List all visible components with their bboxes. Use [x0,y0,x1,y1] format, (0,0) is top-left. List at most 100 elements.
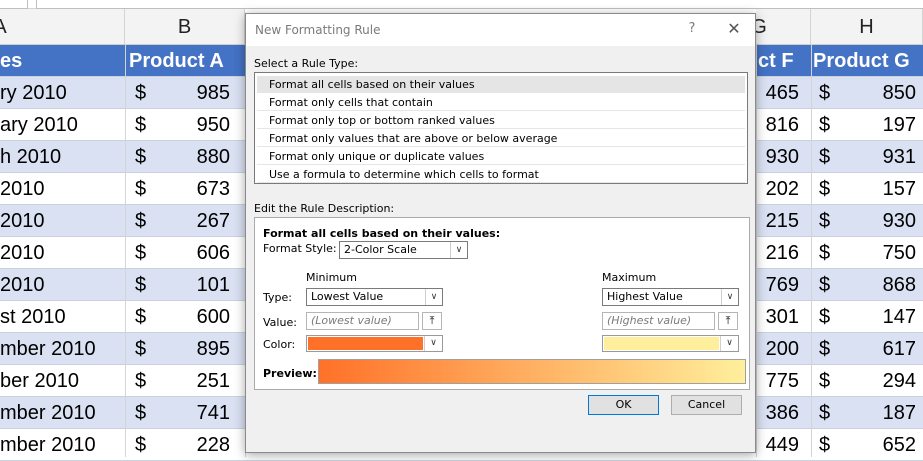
cell-month[interactable]: ry 2010 [0,82,67,104]
cell-currency[interactable]: $ [135,146,147,168]
close-icon[interactable]: ✕ [727,19,741,38]
column-header-b[interactable]: B [125,9,245,45]
cell-product-g[interactable]: 197 [882,114,916,136]
cell-currency[interactable]: $ [135,306,147,328]
cell-product-g[interactable]: 617 [882,338,916,360]
cell-currency[interactable]: $ [135,82,147,104]
cell-product-a[interactable]: 267 [196,210,230,232]
cell-month[interactable]: h 2010 [0,146,62,168]
column-header-a[interactable]: A [0,9,125,45]
rule-type-item[interactable]: Format only values that are above or bel… [257,130,745,147]
cell-product-a[interactable]: 895 [196,338,230,360]
cell-product-g[interactable]: 750 [882,242,916,264]
cell-product-f[interactable]: 930 [765,146,799,168]
cancel-button[interactable]: Cancel [671,395,742,415]
rule-type-list[interactable]: Format all cells based on their values F… [254,72,748,184]
cell-currency[interactable]: $ [135,434,147,456]
cell-currency[interactable]: $ [819,370,831,392]
cell-currency[interactable]: $ [135,178,147,200]
header-cell-g[interactable]: ct F [758,50,794,72]
min-value-input[interactable]: (Lowest value) [306,312,419,330]
rule-type-item[interactable]: Use a formula to determine which cells t… [257,166,745,183]
name-box-fragment[interactable] [0,0,28,9]
header-cell-a[interactable]: es [0,50,23,72]
cell-month[interactable]: 2010 [0,178,45,200]
column-header-g[interactable]: G [751,9,811,45]
cell-currency[interactable]: $ [819,402,831,424]
max-color-picker[interactable]: ∨ [602,335,739,352]
cell-month[interactable]: ary 2010 [0,114,78,136]
cell-currency[interactable]: $ [819,82,831,104]
cell-currency[interactable]: $ [135,370,147,392]
cell-product-f[interactable]: 202 [765,178,799,200]
cell-product-a[interactable]: 880 [196,146,230,168]
header-cell-h[interactable]: Product G [813,50,910,72]
cell-currency[interactable]: $ [135,242,147,264]
cell-currency[interactable]: $ [819,306,831,328]
rule-type-item[interactable]: Format only unique or duplicate values [257,148,745,165]
cell-currency[interactable]: $ [819,274,831,296]
max-value-input[interactable]: (Highest value) [602,312,715,330]
cell-product-a[interactable]: 251 [196,370,230,392]
cell-product-f[interactable]: 200 [765,338,799,360]
cell-month[interactable]: mber 2010 [0,434,96,456]
cell-product-f[interactable]: 449 [765,434,799,456]
chevron-down-icon[interactable]: ∨ [424,336,442,351]
cell-product-a[interactable]: 101 [196,274,230,296]
cell-product-g[interactable]: 157 [882,178,916,200]
cell-currency[interactable]: $ [819,114,831,136]
cell-product-g[interactable]: 931 [882,146,916,168]
cell-product-a[interactable]: 950 [196,114,230,136]
chevron-down-icon[interactable]: ∨ [720,336,738,351]
cell-currency[interactable]: $ [819,146,831,168]
cell-product-a[interactable]: 985 [196,82,230,104]
cell-currency[interactable]: $ [135,114,147,136]
cell-currency[interactable]: $ [819,210,831,232]
cell-product-f[interactable]: 386 [765,402,799,424]
cell-product-f[interactable]: 215 [765,210,799,232]
cell-currency[interactable]: $ [819,178,831,200]
range-selector-icon[interactable]: ⤒ [422,312,442,330]
rule-type-item[interactable]: Format all cells based on their values [257,76,745,93]
cell-month[interactable]: 2010 [0,274,45,296]
cell-product-g[interactable]: 294 [882,370,916,392]
cell-currency[interactable]: $ [135,210,147,232]
help-icon[interactable]: ? [688,21,696,36]
cell-month[interactable]: mber 2010 [0,402,96,424]
cell-month[interactable]: 2010 [0,210,45,232]
range-selector-icon[interactable]: ⤒ [718,312,738,330]
cell-currency[interactable]: $ [819,242,831,264]
cell-product-f[interactable]: 769 [765,274,799,296]
cell-product-a[interactable]: 673 [196,178,230,200]
cell-product-a[interactable]: 741 [196,402,230,424]
cell-month[interactable]: ber 2010 [0,370,79,392]
cell-month[interactable]: mber 2010 [0,338,96,360]
format-style-select[interactable]: 2-Color Scale ∨ [339,241,468,259]
cell-month[interactable]: 2010 [0,242,45,264]
chevron-down-icon[interactable]: ∨ [450,242,467,258]
cell-product-f[interactable]: 816 [765,114,799,136]
cell-currency[interactable]: $ [135,402,147,424]
cell-currency[interactable]: $ [135,338,147,360]
cell-product-a[interactable]: 228 [196,434,230,456]
cell-product-a[interactable]: 600 [196,306,230,328]
formula-bar[interactable] [36,0,923,9]
cell-product-f[interactable]: 465 [765,82,799,104]
chevron-down-icon[interactable]: ∨ [425,289,442,305]
cell-product-g[interactable]: 868 [882,274,916,296]
chevron-down-icon[interactable]: ∨ [721,289,738,305]
cell-product-g[interactable]: 652 [882,434,916,456]
ok-button[interactable]: OK [588,395,659,415]
cell-product-a[interactable]: 606 [196,242,230,264]
cell-product-g[interactable]: 930 [882,210,916,232]
cell-currency[interactable]: $ [819,338,831,360]
cell-product-f[interactable]: 775 [765,370,799,392]
cell-product-g[interactable]: 147 [882,306,916,328]
cell-product-g[interactable]: 187 [882,402,916,424]
rule-type-item[interactable]: Format only cells that contain [257,94,745,111]
min-type-select[interactable]: Lowest Value ∨ [306,288,443,306]
header-cell-b[interactable]: Product A [129,50,224,72]
column-header-h[interactable]: H [811,9,923,45]
cell-currency[interactable]: $ [819,434,831,456]
max-type-select[interactable]: Highest Value ∨ [602,288,739,306]
